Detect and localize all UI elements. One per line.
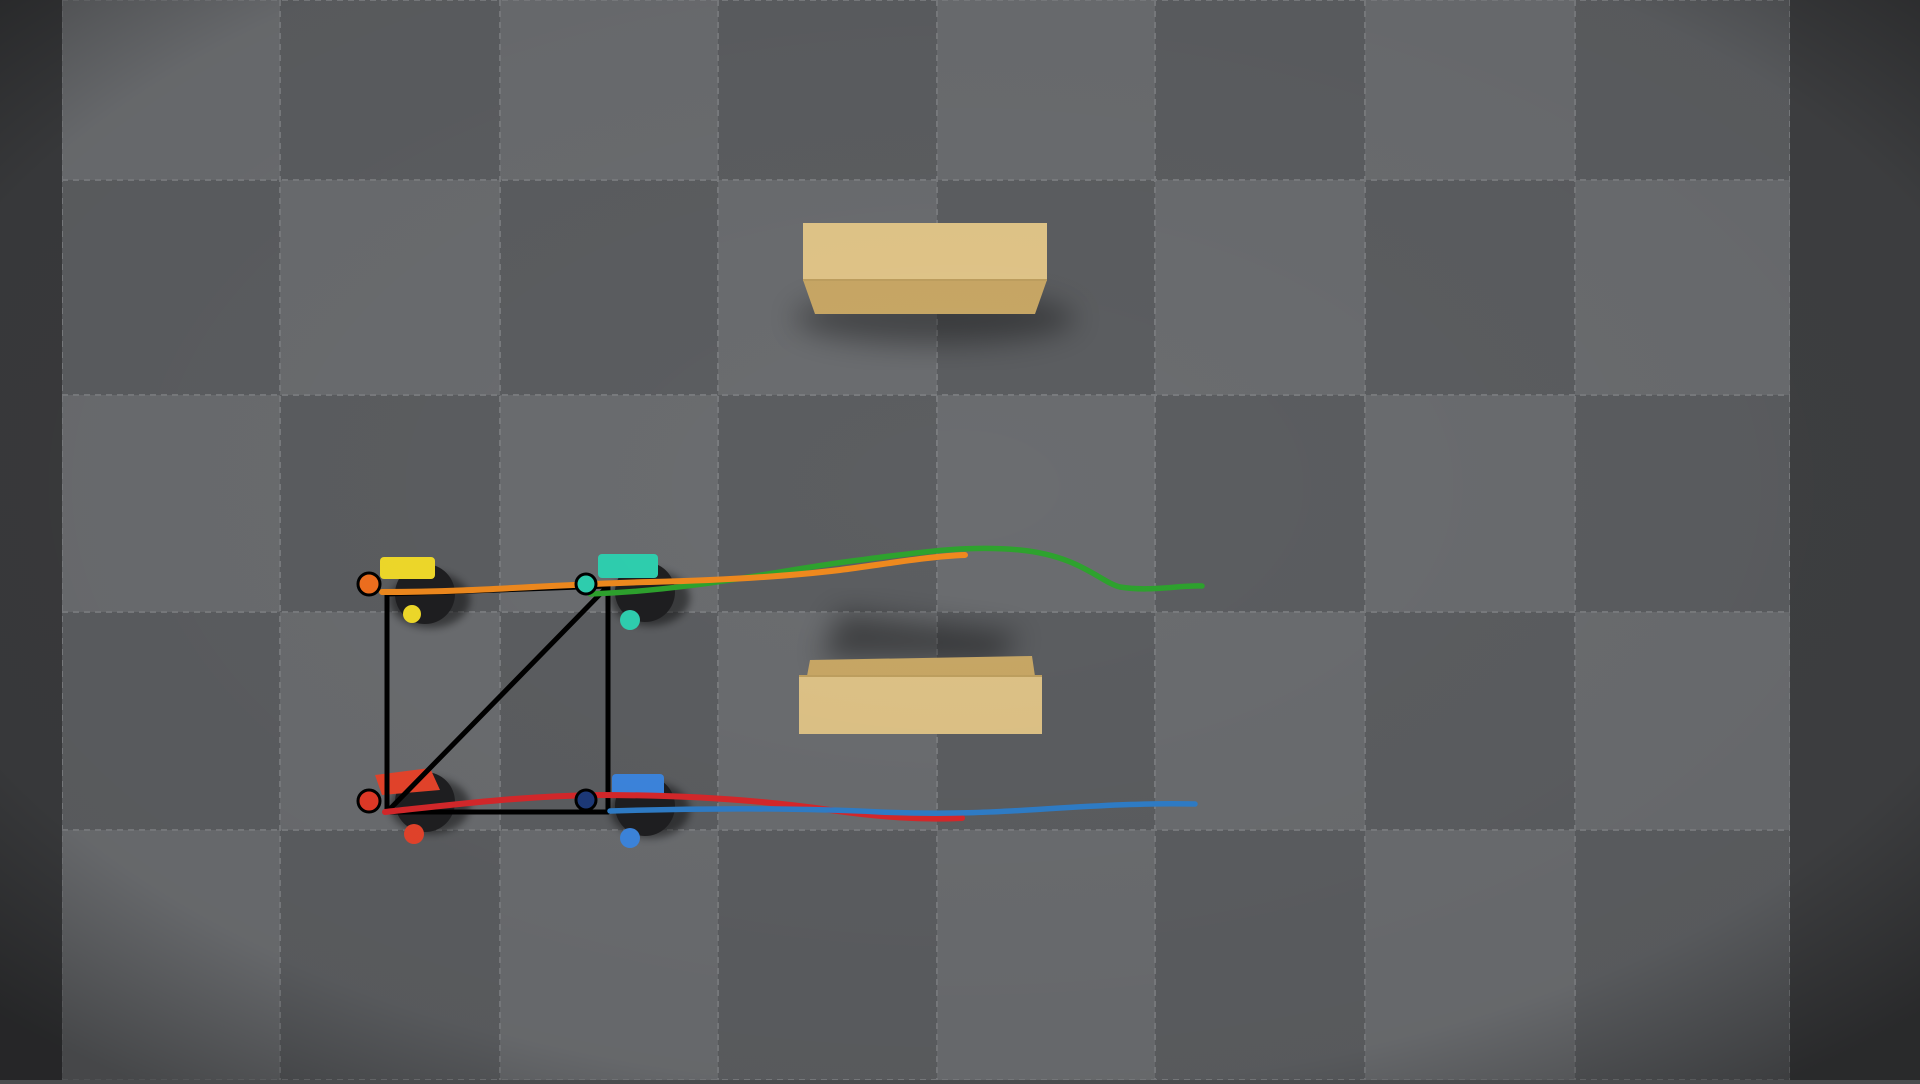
- arena-svg: [0, 0, 1920, 1081]
- arena-photo: [0, 0, 1920, 1081]
- vignette: [0, 0, 1920, 1080]
